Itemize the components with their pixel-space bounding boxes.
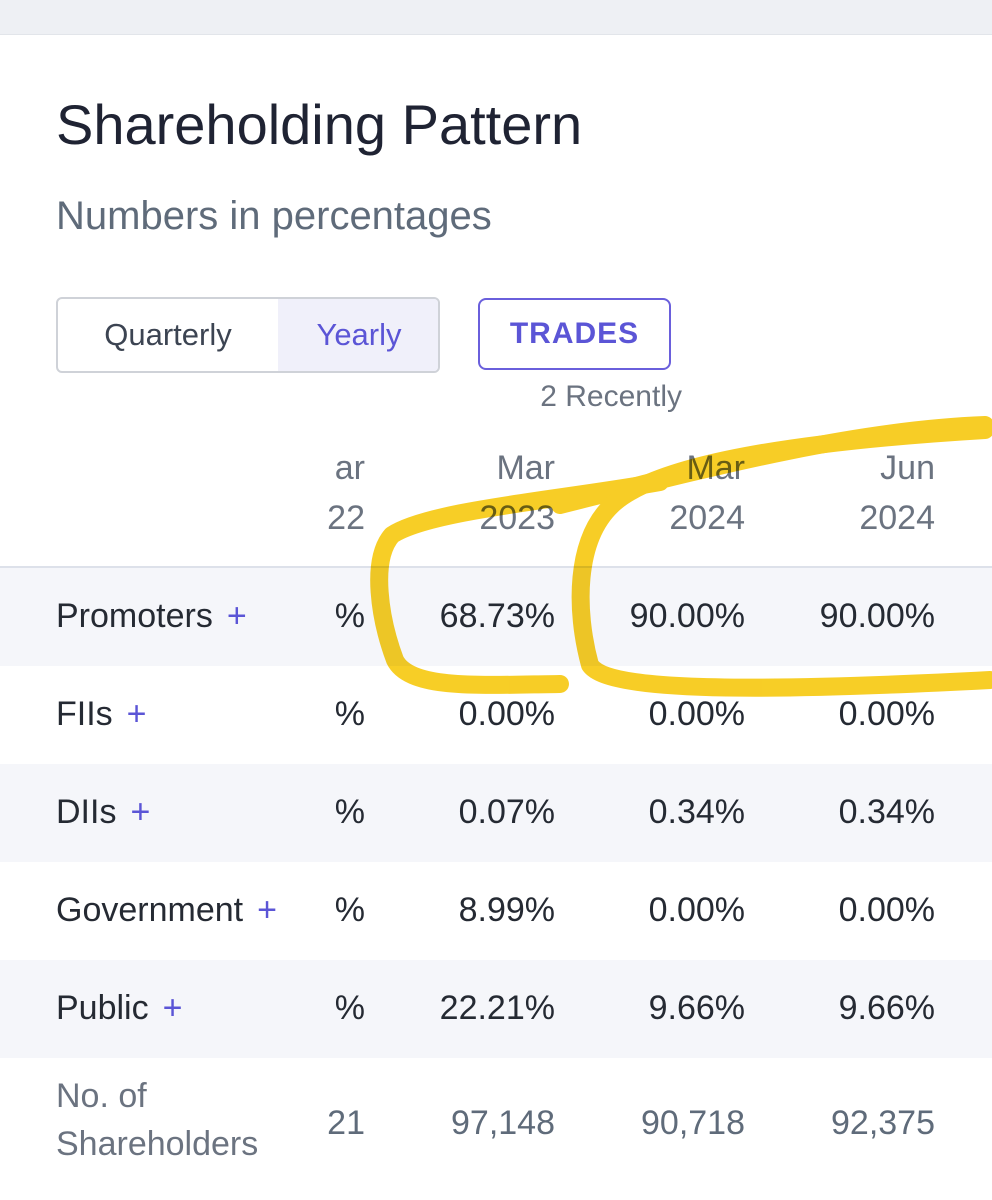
row-label: No. of Shareholders bbox=[56, 1072, 306, 1168]
row-label: DIIs + bbox=[56, 793, 150, 832]
row-label-text: No. of Shareholders bbox=[56, 1077, 259, 1163]
table-cell: % bbox=[334, 695, 365, 733]
table-row: Public +% 22.21% 9.66% 9.66% bbox=[0, 960, 992, 1058]
row-label-text: FIIs bbox=[56, 695, 113, 733]
row-label: FIIs + bbox=[56, 695, 147, 734]
table-cell: 68.73% bbox=[439, 597, 555, 635]
header-month: Jun bbox=[880, 449, 935, 487]
header-year: 2024 bbox=[669, 499, 745, 537]
row-label-text: Public bbox=[56, 989, 149, 1027]
table-cell: % bbox=[334, 597, 365, 635]
row-label-text: DIIs bbox=[56, 793, 117, 831]
table-cell: % bbox=[334, 793, 365, 831]
table-row: DIIs +% 0.07% 0.34% 0.34% bbox=[0, 764, 992, 862]
table-cell: 21 bbox=[327, 1104, 365, 1142]
column-header: ar 22 bbox=[305, 443, 365, 543]
column-header: Mar 2023 bbox=[375, 443, 555, 543]
table-cell: 90.00% bbox=[819, 597, 935, 635]
row-label-text: Government bbox=[56, 891, 244, 929]
table-cell: 0.07% bbox=[458, 793, 555, 831]
title: Shareholding Pattern bbox=[56, 93, 583, 156]
table-cell: % bbox=[334, 891, 365, 929]
header-month: Mar bbox=[686, 449, 745, 487]
table-cell: 92,375 bbox=[831, 1104, 935, 1142]
row-label: Government + bbox=[56, 891, 277, 930]
table-row: No. of Shareholders 21 97,148 90,718 92,375 bbox=[0, 1058, 992, 1190]
trades-note: 2 Recently bbox=[540, 380, 682, 413]
tab-group: Quarterly Yearly bbox=[56, 297, 440, 373]
header-year: 22 bbox=[327, 499, 365, 537]
row-label: Public + bbox=[56, 989, 182, 1028]
tab[interactable]: Quarterly bbox=[104, 317, 232, 352]
table-row: Promoters +% 68.73% 90.00% 90.00% bbox=[0, 568, 992, 666]
row-label-text: Promoters bbox=[56, 597, 213, 635]
table-cell: 90,718 bbox=[641, 1104, 745, 1142]
header-year: 2023 bbox=[479, 499, 555, 537]
table-cell: % bbox=[334, 989, 365, 1027]
table-cell: 0.00% bbox=[648, 891, 745, 929]
expand-toggle[interactable]: + bbox=[126, 695, 147, 733]
column-header: Jun 2024 bbox=[755, 443, 935, 543]
header-month: ar bbox=[334, 449, 365, 487]
table-row: Government +% 8.99% 0.00% 0.00% bbox=[0, 862, 992, 960]
expand-toggle[interactable]: + bbox=[130, 793, 151, 831]
table-cell: 0.00% bbox=[648, 695, 745, 733]
row-label: Promoters + bbox=[56, 597, 247, 636]
table-cell: 97,148 bbox=[451, 1104, 555, 1142]
table-cell: 22.21% bbox=[439, 989, 555, 1027]
trades-button[interactable]: TRADES bbox=[478, 298, 671, 370]
expand-toggle[interactable]: + bbox=[257, 891, 277, 929]
table-cell: 9.66% bbox=[838, 989, 935, 1027]
table-cell: 9.66% bbox=[648, 989, 745, 1027]
tab[interactable]: Yearly bbox=[278, 299, 438, 371]
header-month: Mar bbox=[496, 449, 555, 487]
table-cell: 90.00% bbox=[629, 597, 745, 635]
column-header: Mar 2024 bbox=[565, 443, 745, 543]
table-cell: 0.00% bbox=[458, 695, 555, 733]
table-cell: 0.34% bbox=[648, 793, 745, 831]
header-year: 2024 bbox=[859, 499, 935, 537]
table-row: FIIs +% 0.00% 0.00% 0.00% bbox=[0, 666, 992, 764]
table-cell: 0.34% bbox=[838, 793, 935, 831]
expand-toggle[interactable]: + bbox=[226, 597, 247, 635]
divider bbox=[0, 566, 992, 568]
table-cell: 8.99% bbox=[458, 891, 555, 929]
subtitle: Numbers in percentages bbox=[56, 194, 492, 238]
table-cell: 0.00% bbox=[838, 695, 935, 733]
table-cell: 0.00% bbox=[838, 891, 935, 929]
expand-toggle[interactable]: + bbox=[162, 989, 183, 1027]
top-bar bbox=[0, 0, 992, 35]
